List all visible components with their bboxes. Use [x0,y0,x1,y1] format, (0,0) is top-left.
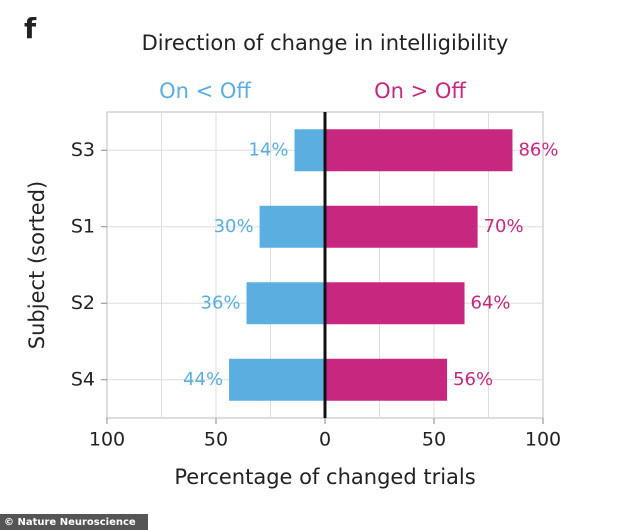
data-label: 64% [471,292,511,313]
x-axis-label: Percentage of changed trials [174,465,475,489]
footer-bg [0,514,148,530]
bar [259,205,325,248]
y-tick-label: S4 [71,368,95,390]
bar [325,282,465,325]
x-tick-label: 0 [319,429,331,451]
data-label: 44% [183,369,223,390]
y-tick-label: S2 [71,292,95,314]
chart-title: Direction of change in intelligibility [142,31,509,55]
data-label: 86% [518,139,558,160]
data-label: 14% [248,139,288,160]
data-label: 36% [201,292,241,313]
panel-label: f [24,12,37,45]
data-label: 70% [484,216,524,237]
x-tick-label: 50 [204,429,228,451]
legend-label: On < Off [159,79,251,103]
y-axis-label: Subject (sorted) [25,181,49,349]
bar [229,358,325,401]
bar [325,358,448,401]
bar [325,205,478,248]
y-tick-label: S1 [71,215,95,237]
y-tick-label: S3 [71,139,95,161]
data-label: 30% [214,216,254,237]
data-label: 56% [453,369,493,390]
bar [325,129,513,172]
x-tick-label: 50 [422,429,446,451]
footer: © Nature Neuroscience [4,517,136,528]
bar [246,282,325,325]
bar [294,129,325,172]
x-tick-label: 100 [525,429,561,451]
x-tick-label: 100 [89,429,125,451]
legend-label: On > Off [374,79,466,103]
